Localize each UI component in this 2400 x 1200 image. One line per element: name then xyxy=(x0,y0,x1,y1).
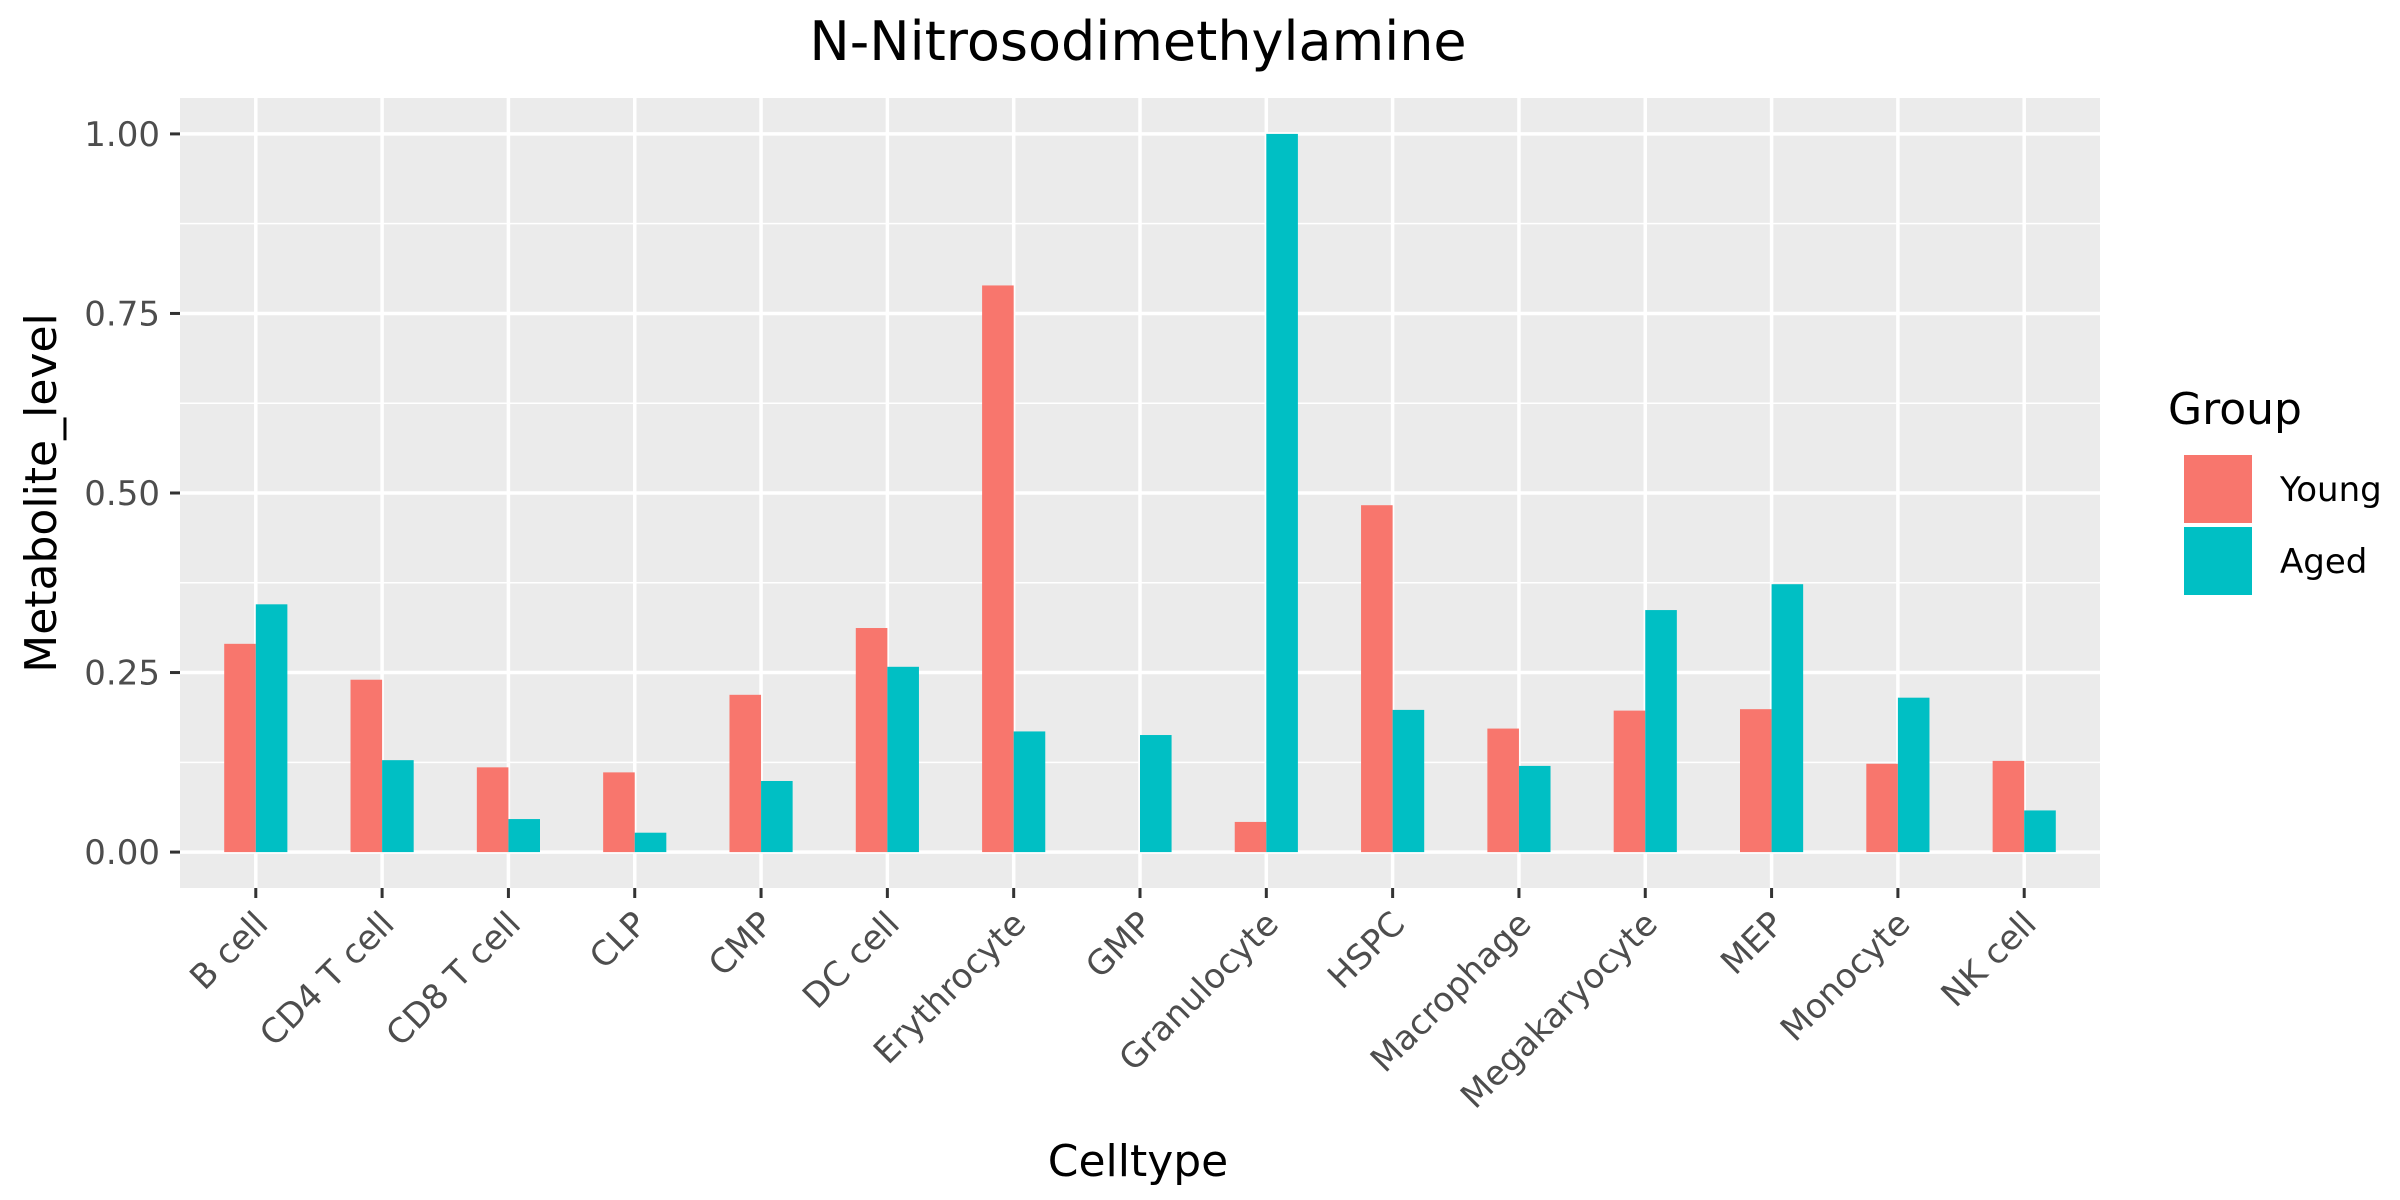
bar-young-12 xyxy=(1740,709,1772,853)
x-tick-label: B cell xyxy=(182,904,276,998)
bars xyxy=(224,133,2056,853)
bar-aged-14 xyxy=(2024,810,2056,853)
x-tick-label: MEP xyxy=(1713,904,1792,983)
legend-label-young: Young xyxy=(2279,470,2382,510)
x-tick-label: CD8 T cell xyxy=(379,904,529,1054)
x-tick-label: Monocyte xyxy=(1773,904,1918,1049)
bar-young-9 xyxy=(1361,505,1393,853)
bar-aged-9 xyxy=(1392,709,1425,853)
x-tick-label: HSPC xyxy=(1320,904,1413,997)
bar-young-8 xyxy=(1234,821,1267,853)
bar-aged-0 xyxy=(255,604,288,853)
legend: Group Young Aged xyxy=(2168,384,2382,595)
y-axis-title: Metabolite_level xyxy=(16,313,67,673)
bar-aged-13 xyxy=(1897,697,1930,853)
bar-aged-6 xyxy=(1013,731,1046,853)
bar-young-3 xyxy=(603,772,635,853)
x-tick-label: NK cell xyxy=(1934,904,2045,1015)
bar-aged-12 xyxy=(1771,584,1804,853)
x-tick-label: CMP xyxy=(701,904,781,984)
bar-young-6 xyxy=(982,285,1014,853)
bar-aged-2 xyxy=(508,819,540,853)
y-axis: 0.00 0.25 0.50 0.75 1.00 xyxy=(84,115,180,873)
bar-aged-7 xyxy=(1140,735,1172,853)
bar-aged-1 xyxy=(382,760,414,853)
x-axis-title: Celltype xyxy=(1048,1136,1229,1187)
y-tick-label: 0.50 xyxy=(84,474,160,514)
bar-young-5 xyxy=(855,628,888,853)
legend-key-young xyxy=(2184,455,2252,523)
legend-key-aged xyxy=(2184,527,2252,595)
bar-aged-11 xyxy=(1645,610,1677,853)
bar-young-14 xyxy=(1992,760,2025,853)
bar-young-1 xyxy=(350,679,383,853)
bar-young-11 xyxy=(1613,710,1646,853)
x-tick-label: CD4 T cell xyxy=(252,904,402,1054)
y-tick-label: 1.00 xyxy=(84,115,160,155)
y-tick-label: 0.75 xyxy=(84,294,160,334)
bar-aged-4 xyxy=(761,780,793,853)
chart-title: N-Nitrosodimethylamine xyxy=(809,10,1466,73)
bar-young-4 xyxy=(729,694,762,853)
legend-title: Group xyxy=(2168,384,2302,435)
bar-young-10 xyxy=(1487,728,1519,853)
bar-aged-5 xyxy=(887,666,919,853)
bar-young-2 xyxy=(476,767,509,853)
bar-aged-8 xyxy=(1266,133,1298,853)
x-tick-label: DC cell xyxy=(795,904,908,1017)
legend-label-aged: Aged xyxy=(2280,542,2367,582)
y-tick-label: 0.25 xyxy=(84,654,160,694)
bar-aged-10 xyxy=(1518,765,1551,853)
bar-aged-3 xyxy=(634,832,667,853)
x-tick-label: GMP xyxy=(1078,904,1160,986)
bar-young-13 xyxy=(1866,763,1898,853)
y-tick-label: 0.00 xyxy=(84,833,160,873)
bar-young-0 xyxy=(224,643,256,853)
x-tick-label: CLP xyxy=(582,904,655,977)
